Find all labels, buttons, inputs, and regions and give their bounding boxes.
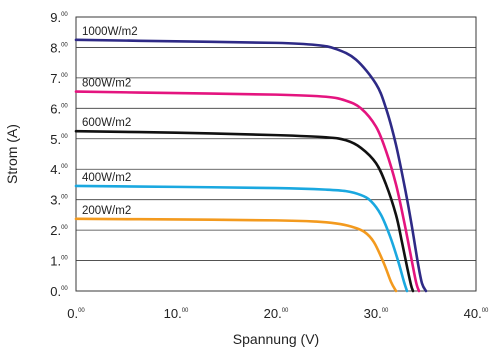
x-tick-label-4: 40.00 [464, 306, 489, 321]
series-label-4: 200W/m2 [82, 205, 131, 217]
y-tick-label-0: 0.00 [50, 284, 68, 299]
y-tick-label-4: 4.00 [50, 162, 68, 177]
y-tick-label-9: 9.00 [50, 10, 68, 25]
y-tick-label-7: 7.00 [50, 71, 68, 86]
series-label-1: 800W/m2 [82, 78, 131, 90]
series-line-3 [74, 184, 409, 293]
x-tick-labels: 0.00 10.00 20.00 30.00 40.00 [67, 306, 489, 321]
y-tick-label-3: 3.00 [50, 193, 68, 208]
series-line-4 [74, 217, 398, 293]
series-line-1 [74, 90, 421, 293]
series-line-2 [74, 129, 415, 293]
series-line-0 [74, 38, 428, 293]
x-tick-label-1: 10.00 [164, 306, 189, 321]
series-label-0: 1000W/m2 [82, 26, 138, 38]
x-tick-label-0: 0.00 [67, 306, 85, 321]
series-label-2: 600W/m2 [82, 117, 131, 129]
y-tick-labels: 0.00 1.00 2.00 3.00 4.00 5.00 6.00 7.00 8.00 9.00 [50, 10, 68, 299]
x-tick-label-2: 20.00 [264, 306, 289, 321]
series-lines [74, 38, 428, 293]
y-tick-label-5: 5.00 [50, 132, 68, 147]
series-labels: 1000W/m2 800W/m2 600W/m2 400W/m2 200W/m2 [82, 26, 138, 217]
x-axis-title: Spannung (V) [233, 331, 319, 347]
series-label-3: 400W/m2 [82, 172, 131, 184]
y-tick-label-2: 2.00 [50, 223, 68, 238]
y-tick-label-8: 8.00 [50, 40, 68, 55]
y-axis-title: Strom (A) [4, 124, 20, 184]
x-tick-label-3: 30.00 [364, 306, 389, 321]
plot-frame [75, 16, 477, 292]
y-tick-label-1: 1.00 [50, 254, 68, 269]
y-tick-label-6: 6.00 [50, 101, 68, 116]
